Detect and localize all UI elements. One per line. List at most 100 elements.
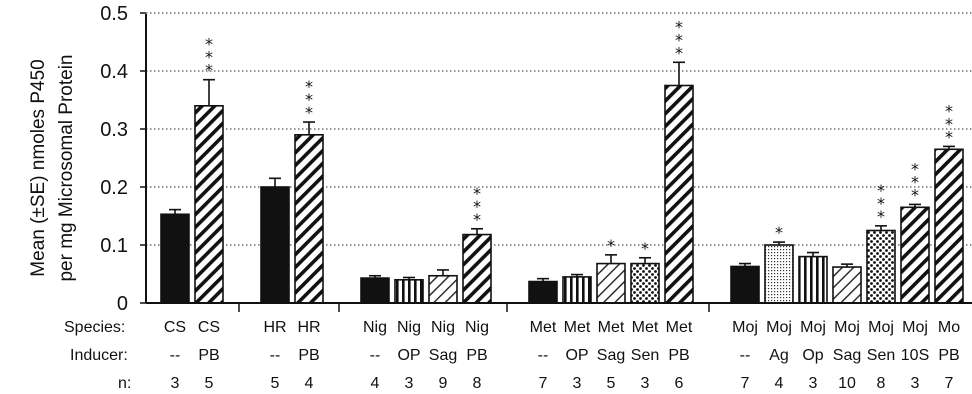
significance-star: * [641, 239, 649, 258]
species-label: Moj [766, 319, 792, 336]
inducer-label: OP [565, 347, 588, 364]
bar-nig-control [360, 277, 390, 304]
bar-met-pb [664, 84, 694, 304]
significance-star: * [775, 223, 783, 242]
inducer-label: -- [740, 347, 751, 364]
significance-star: * [205, 48, 213, 67]
significance-star: * [305, 90, 313, 109]
significance-star: * [473, 197, 481, 216]
y-tick-labels: 0 0.1 0.2 0.3 0.4 0.5 [100, 3, 146, 315]
bar-moj-sen [866, 229, 896, 304]
bar-nig-sag [428, 274, 458, 304]
n-label: 3 [171, 375, 180, 392]
n-label: 7 [539, 375, 548, 392]
bar-mo-pb [934, 148, 964, 304]
species-label: HR [263, 319, 286, 336]
n-label: 3 [573, 375, 582, 392]
n-label: 10 [838, 375, 856, 392]
bars: ********** ******** ****** [160, 17, 964, 304]
species-label: Nig [465, 319, 489, 336]
significance-star: * [205, 35, 213, 54]
inducer-label: -- [270, 347, 281, 364]
bar-cs-pb [194, 105, 224, 304]
y-tick-label: 0.3 [100, 119, 128, 141]
inducer-label: 10S [901, 347, 929, 364]
inducer-label: -- [170, 347, 181, 364]
y-tick-label: 0.2 [100, 177, 128, 199]
significance-star: * [945, 127, 953, 146]
bar-met-op [562, 276, 592, 304]
y-tick-label: 0.1 [100, 235, 128, 257]
y-tick-label: 0.5 [100, 3, 128, 25]
n-label: 4 [305, 375, 314, 392]
species-label: Moj [800, 319, 826, 336]
row-label-inducer: Inducer: [70, 347, 128, 364]
n-label: 9 [439, 375, 448, 392]
y-axis-label-line-1: Mean (±SE) nmoles P450 [28, 59, 49, 276]
significance-star: * [877, 181, 885, 200]
significance-star: * [607, 236, 615, 255]
species-label: Met [666, 319, 693, 336]
row-label-species: Species: [64, 319, 125, 336]
significance-star: * [305, 103, 313, 122]
inducer-label: PB [466, 347, 487, 364]
bar-nig-pb [462, 233, 492, 304]
n-label: 4 [775, 375, 784, 392]
n-label: 8 [877, 375, 886, 392]
significance-star: * [877, 207, 885, 226]
inducer-label: PB [298, 347, 319, 364]
inducer-label: OP [397, 347, 420, 364]
species-label: Mo [938, 319, 960, 336]
y-tick-label: 0.4 [100, 61, 128, 83]
inducer-label: Ag [769, 347, 789, 364]
species-label: Met [530, 319, 557, 336]
species-label: Moj [902, 319, 928, 336]
species-label: Moj [834, 319, 860, 336]
significance-star: * [473, 184, 481, 203]
inducer-label: Sag [597, 347, 625, 364]
y-axis-label-line-2: per mg Microsomal Protein [56, 54, 77, 281]
bar-cs-control [160, 213, 190, 304]
significance-star: * [205, 61, 213, 80]
species-label: Nig [397, 319, 421, 336]
significance-star: * [945, 114, 953, 133]
significance-star: * [911, 172, 919, 191]
significance-star: * [911, 185, 919, 204]
significance-star: * [305, 77, 313, 96]
n-label: 3 [911, 375, 920, 392]
n-label: 3 [405, 375, 414, 392]
n-label: 4 [371, 375, 380, 392]
gridlines [146, 12, 972, 246]
species-label: CS [164, 319, 186, 336]
bar-moj-ag [764, 244, 794, 304]
bar-moj-op [798, 255, 828, 304]
species-label: CS [198, 319, 220, 336]
n-label: 7 [945, 375, 954, 392]
significance-star: * [877, 194, 885, 213]
n-label: 3 [809, 375, 818, 392]
species-label: Met [564, 319, 591, 336]
bar-nig-op [394, 278, 424, 304]
significance-star: * [675, 17, 683, 36]
bar-met-sen [630, 262, 660, 304]
significance-star: * [675, 30, 683, 49]
inducer-label: Sag [429, 347, 457, 364]
n-label: 6 [675, 375, 684, 392]
species-label: Moj [868, 319, 894, 336]
significance-star: * [675, 43, 683, 62]
category-labels: CS -- 3 CS PB 5 HR -- 5 HR PB 4 Nig -- 4 Nig OP 3 Nig Sag 9 N… [164, 303, 960, 392]
inducer-label: PB [198, 347, 219, 364]
inducer-label: PB [668, 347, 689, 364]
species-label: Moj [732, 319, 758, 336]
inducer-label: PB [938, 347, 959, 364]
bar-moj-10s [900, 206, 930, 304]
species-label: Met [598, 319, 625, 336]
n-label: 5 [205, 375, 214, 392]
bar-met-sag [596, 262, 626, 304]
n-label: 3 [641, 375, 650, 392]
significance-star: * [945, 101, 953, 120]
inducer-label: -- [370, 347, 381, 364]
bar-moj-sag [832, 266, 862, 304]
bar-hr-pb [294, 134, 324, 304]
n-label: 5 [271, 375, 280, 392]
